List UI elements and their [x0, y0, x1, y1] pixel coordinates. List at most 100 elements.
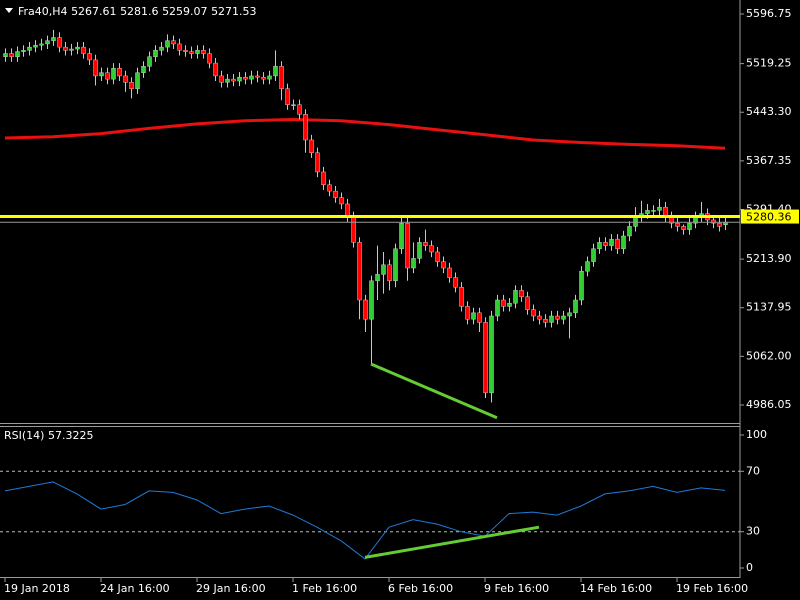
candle-body	[57, 37, 62, 48]
x-tick-label: 1 Feb 16:00	[292, 582, 357, 595]
candle-body	[363, 299, 368, 320]
candle-body	[543, 318, 548, 323]
candle-body	[483, 322, 488, 394]
y-tick-label: 100	[746, 428, 767, 441]
candle-body	[537, 315, 542, 320]
candle-body	[273, 66, 278, 77]
y-tick-label: 5213.90	[746, 252, 792, 265]
candle-body	[501, 299, 506, 307]
candle-body	[645, 210, 650, 214]
candle-body	[711, 219, 716, 224]
candle-body	[111, 67, 116, 80]
candle-body	[597, 242, 602, 250]
candle-body	[183, 50, 188, 52]
candle-body	[39, 43, 44, 46]
candle-body	[177, 43, 182, 51]
candle-body	[285, 88, 290, 105]
candle-body	[495, 299, 500, 317]
candle-body	[309, 139, 314, 154]
close-value: 5271.53	[211, 5, 257, 18]
candle-body	[675, 222, 680, 227]
x-tick-label: 24 Jan 16:00	[100, 582, 170, 595]
candle-body	[459, 286, 464, 307]
candle-body	[657, 206, 662, 211]
candle-body	[171, 40, 176, 45]
candle-body	[327, 184, 332, 192]
candle-body	[531, 309, 536, 317]
candle-body	[405, 222, 410, 269]
candle-body	[195, 50, 200, 54]
candle-body	[717, 222, 722, 227]
candle-body	[351, 216, 356, 243]
y-tick-label: 30	[746, 525, 760, 538]
candle-body	[411, 258, 416, 269]
candle-body	[69, 48, 74, 51]
x-tick-label: 9 Feb 16:00	[484, 582, 549, 595]
candle-body	[375, 274, 380, 282]
level-label: 5280.36	[746, 211, 792, 224]
candle-body	[267, 75, 272, 80]
candle-body	[435, 251, 440, 262]
rsi-header: RSI(14) 57.3225	[4, 429, 93, 442]
candle-body	[345, 203, 350, 218]
candle-body	[117, 67, 122, 77]
candle-body	[447, 267, 452, 278]
candle-body	[561, 315, 566, 320]
candle-body	[357, 242, 362, 301]
trendline	[364, 525, 540, 559]
candle-body	[231, 78, 236, 82]
candle-body	[429, 245, 434, 253]
candle-body	[249, 75, 254, 80]
candle-body	[279, 66, 284, 89]
candle-body	[21, 50, 26, 52]
candle-body	[477, 312, 482, 323]
symbol: Fra40,H4	[18, 5, 68, 18]
y-tick-label: 70	[746, 464, 760, 477]
candle-body	[27, 46, 32, 51]
trendline	[370, 362, 498, 420]
candle-body	[3, 53, 8, 57]
candle-body	[255, 75, 260, 78]
y-tick-label: 5519.25	[746, 57, 792, 70]
y-tick-label: 5443.30	[746, 105, 792, 118]
candle-body	[75, 46, 80, 50]
candle-body	[381, 264, 386, 275]
candle-body	[63, 46, 68, 51]
candle-body	[141, 66, 146, 73]
y-tick-label: 5062.00	[746, 349, 792, 362]
rsi-line	[4, 481, 726, 560]
candle-body	[681, 226, 686, 230]
candle-body	[609, 238, 614, 246]
candle-body	[153, 50, 158, 57]
y-tick-label: 4986.05	[746, 398, 792, 411]
candle-body	[453, 277, 458, 288]
candle-body	[387, 264, 392, 282]
candle-body	[243, 76, 248, 80]
candle-body	[219, 75, 224, 83]
candle-body	[585, 261, 590, 272]
candle-body	[51, 37, 56, 41]
candle-body	[123, 75, 128, 83]
candle-body	[129, 82, 134, 89]
low-value: 5259.07	[162, 5, 208, 18]
candle-body	[591, 248, 596, 262]
y-tick-label: 5367.35	[746, 154, 792, 167]
candle-body	[207, 53, 212, 64]
candle-body	[687, 222, 692, 230]
candle-body	[105, 72, 110, 80]
candle-body	[621, 235, 626, 250]
candle-body	[633, 216, 638, 227]
menu-triangle[interactable]	[5, 8, 13, 13]
candle-body	[333, 190, 338, 198]
y-tick-label: 5596.75	[746, 7, 792, 20]
candle-body	[627, 226, 632, 237]
candle-body	[603, 242, 608, 246]
candle-body	[525, 296, 530, 310]
candle-body	[339, 197, 344, 205]
candle-body	[651, 210, 656, 212]
candle-body	[201, 50, 206, 54]
candle-body	[489, 315, 494, 394]
candle-body	[225, 78, 230, 83]
candle-body	[189, 51, 194, 54]
